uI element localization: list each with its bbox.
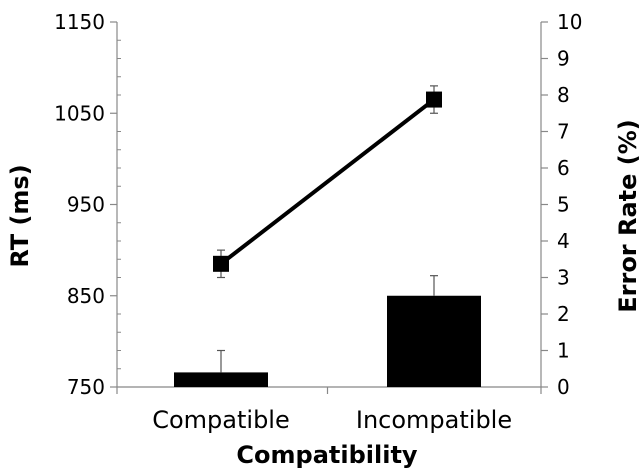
right-axis-tick-label: 5 <box>557 193 570 217</box>
right-axis: 0 1 2 3 4 5 6 7 8 9 10 <box>540 10 582 399</box>
left-axis-tick-label: 850 <box>67 284 105 308</box>
rt-line <box>219 97 436 266</box>
right-axis-tick-label: 2 <box>557 302 570 326</box>
right-axis-tick-label: 3 <box>557 266 570 290</box>
right-axis-tick-label: 7 <box>557 120 570 144</box>
line-marker <box>213 255 229 272</box>
right-axis-tick-label: 10 <box>557 10 582 34</box>
right-axis-tick-label: 0 <box>557 375 570 399</box>
x-axis-title: Compatibility <box>236 441 418 469</box>
x-axis-labels: Compatible Incompatible <box>152 406 512 434</box>
right-axis-tick-label: 8 <box>557 83 570 107</box>
left-axis-tick-label: 750 <box>67 375 105 399</box>
left-axis-tick-label: 1150 <box>54 10 105 34</box>
bar <box>174 372 268 387</box>
left-axis-tick-label: 1050 <box>54 101 105 125</box>
x-axis-category-label: Compatible <box>152 406 290 434</box>
bar-series <box>174 275 481 387</box>
right-axis-title: Error Rate (%) <box>614 119 642 313</box>
x-axis-category-label: Incompatible <box>356 406 512 434</box>
line-marker <box>426 91 442 108</box>
right-axis-tick-label: 6 <box>557 156 570 180</box>
line-series <box>213 85 442 279</box>
right-axis-tick-label: 4 <box>557 229 570 253</box>
right-axis-tick-label: 9 <box>557 47 570 71</box>
bar <box>387 295 481 387</box>
right-axis-tick-label: 1 <box>557 339 570 363</box>
left-axis-title: RT (ms) <box>6 164 34 267</box>
left-axis-tick-label: 950 <box>67 193 105 217</box>
